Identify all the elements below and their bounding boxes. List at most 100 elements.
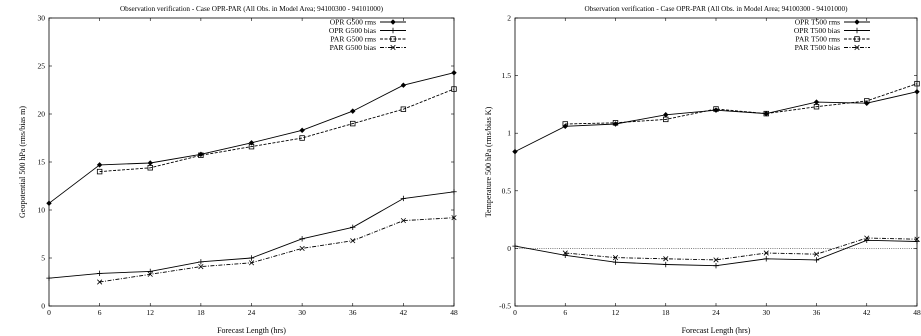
y-tick-label: 0.5: [502, 186, 512, 195]
legend-label: PAR T500 rms: [795, 35, 840, 44]
data-point: [663, 256, 669, 262]
legend-label: OPR T500 bias: [794, 26, 840, 35]
legend-marker: [390, 36, 396, 42]
y-tick-label: 10: [38, 206, 46, 215]
data-point: [400, 82, 407, 88]
data-point: [96, 270, 103, 277]
data-point: [350, 224, 356, 230]
chart-title: Observation verification - Case OPR-PAR …: [120, 5, 384, 13]
legend-marker: [854, 44, 860, 51]
data-point: [46, 275, 52, 281]
data-point: [350, 238, 356, 244]
series-opr-t500-bias: [512, 237, 920, 269]
data-point: [299, 127, 305, 134]
chart-panel-2: Observation verification - Case OPR-PAR …: [484, 5, 921, 335]
data-point: [864, 98, 870, 104]
x-tick-label: 0: [513, 308, 517, 317]
x-tick-label: 18: [197, 308, 205, 317]
data-point: [299, 236, 305, 242]
y-tick-label: 1: [507, 129, 511, 138]
x-tick-label: 36: [349, 308, 357, 317]
legend-label: OPR T500 rms: [795, 18, 840, 27]
data-point: [914, 80, 920, 87]
data-point: [451, 215, 457, 221]
x-tick-label: 42: [400, 308, 408, 317]
legend-entry: OPR G500 bias: [329, 26, 406, 35]
legend-label: PAR T500 bias: [795, 43, 841, 52]
data-point: [198, 264, 204, 270]
legend-entry: OPR G500 rms: [330, 18, 406, 27]
data-point: [512, 243, 518, 249]
series-opr-g500-bias: [46, 189, 457, 281]
x-tick-label: 48: [450, 308, 458, 317]
series-opr-g500-rms: [46, 69, 457, 207]
series-line: [514, 91, 918, 153]
y-tick-label: 0: [507, 244, 511, 253]
x-tick-label: 24: [712, 308, 720, 317]
data-point: [612, 121, 619, 127]
legend-label: PAR G500 rms: [330, 35, 376, 44]
data-point: [813, 257, 820, 263]
data-point: [147, 165, 153, 171]
legend-label: PAR G500 bias: [330, 43, 376, 52]
legend-entry: PAR G500 rms: [330, 35, 406, 44]
legend-marker: [854, 27, 860, 34]
series-line: [514, 239, 918, 267]
data-point: [350, 120, 356, 127]
data-point: [350, 108, 356, 114]
data-point: [914, 89, 920, 95]
data-point: [147, 160, 153, 166]
data-point: [713, 107, 719, 113]
data-point: [663, 116, 669, 123]
x-tick-label: 36: [813, 308, 821, 317]
series-par-t500-rms: [562, 80, 920, 127]
y-tick-label: 20: [38, 110, 46, 119]
legend-label: OPR G500 rms: [330, 18, 376, 27]
x-tick-label: 18: [662, 308, 670, 317]
y-tick-label: -0.5: [499, 302, 511, 311]
data-point: [763, 110, 769, 117]
data-point: [713, 106, 719, 112]
y-tick-label: 0: [41, 302, 45, 311]
data-point: [512, 148, 518, 155]
x-tick-label: 12: [612, 308, 620, 317]
legend-marker: [854, 19, 860, 25]
y-tick-label: 15: [38, 158, 46, 167]
data-point: [713, 262, 719, 269]
y-tick-label: 30: [38, 14, 46, 23]
data-point: [663, 261, 669, 268]
series-par-g500-bias: [97, 215, 457, 285]
data-point: [97, 279, 103, 285]
data-point: [864, 235, 870, 241]
series-opr-t500-rms: [512, 89, 920, 155]
series-line: [565, 237, 918, 261]
data-point: [612, 259, 619, 265]
series-line: [99, 88, 455, 173]
data-point: [400, 217, 406, 224]
data-point: [46, 200, 52, 207]
chart-title: Observation verification - Case OPR-PAR …: [584, 5, 848, 13]
data-point: [713, 257, 719, 263]
x-tick-label: 6: [98, 308, 102, 317]
legend-marker: [390, 19, 396, 25]
legend-label: OPR G500 bias: [329, 26, 376, 35]
plot-frame: [514, 17, 918, 307]
data-point: [248, 143, 255, 150]
x-tick-label: 24: [248, 308, 256, 317]
data-point: [562, 250, 568, 256]
y-tick-label: 2: [507, 14, 511, 23]
legend-entry: PAR T500 rms: [795, 35, 870, 44]
x-axis-label: Forecast Length (hrs): [217, 326, 286, 335]
y-tick-label: 5: [41, 254, 45, 263]
legend-entry: OPR T500 bias: [794, 26, 870, 35]
data-point: [562, 121, 568, 127]
data-point: [400, 195, 407, 202]
data-point: [451, 189, 457, 195]
data-point: [451, 69, 457, 76]
x-tick-label: 30: [298, 308, 306, 317]
data-point: [914, 236, 920, 242]
x-tick-label: 30: [763, 308, 771, 317]
data-point: [299, 135, 305, 141]
